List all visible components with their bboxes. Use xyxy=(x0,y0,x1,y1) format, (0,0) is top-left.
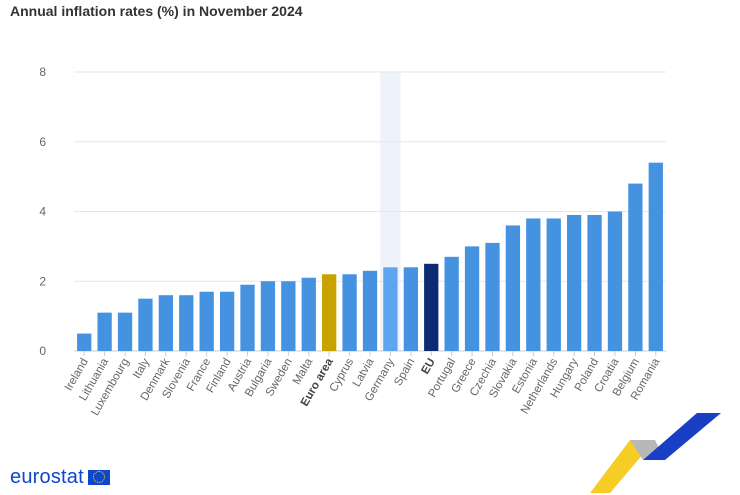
bar-germany[interactable] xyxy=(383,267,398,351)
bar-belgium[interactable] xyxy=(628,183,643,351)
x-tick-label-eu: EU xyxy=(419,357,437,377)
y-tick-label: 4 xyxy=(39,205,46,219)
bar-france[interactable] xyxy=(199,291,214,351)
bar-slovenia[interactable] xyxy=(179,295,194,351)
bar-austria[interactable] xyxy=(240,284,255,351)
bar-greece[interactable] xyxy=(464,246,480,351)
eu-flag-icon xyxy=(87,470,110,485)
x-tick-label-spain: Spain xyxy=(392,357,417,388)
eurostat-swoosh-icon xyxy=(590,413,721,493)
bar-italy[interactable] xyxy=(138,298,153,351)
bar-finland[interactable] xyxy=(219,291,235,351)
bar-layer xyxy=(77,162,663,352)
y-tick-label: 2 xyxy=(39,274,46,288)
bar-romania[interactable] xyxy=(648,162,663,351)
bar-sweden[interactable] xyxy=(281,281,296,351)
logo-text: eurostat xyxy=(10,466,84,488)
bar-eu[interactable] xyxy=(424,263,439,351)
bar-malta[interactable] xyxy=(301,277,316,351)
y-tick-label: 0 xyxy=(39,344,46,358)
bar-ireland[interactable] xyxy=(77,333,92,351)
bar-portugal[interactable] xyxy=(444,256,459,351)
y-tick-label: 8 xyxy=(39,65,46,79)
bar-euro-area[interactable] xyxy=(322,274,337,351)
bar-czechia[interactable] xyxy=(485,242,500,351)
bar-bulgaria[interactable] xyxy=(260,281,276,351)
bar-estonia[interactable] xyxy=(526,218,541,351)
y-tick-label: 6 xyxy=(39,135,46,149)
eurostat-logo: eurostat xyxy=(10,466,110,489)
bar-hungary[interactable] xyxy=(566,214,582,351)
bar-netherlands[interactable] xyxy=(546,218,561,351)
bar-denmark[interactable] xyxy=(158,295,174,351)
chart-title: Annual inflation rates (%) in November 2… xyxy=(10,3,303,19)
bar-spain[interactable] xyxy=(403,267,418,351)
bar-croatia[interactable] xyxy=(607,211,623,352)
bar-poland[interactable] xyxy=(587,214,602,351)
x-tick-label-italy: Italy xyxy=(131,356,152,380)
bar-slovakia[interactable] xyxy=(505,225,521,351)
bar-luxembourg[interactable] xyxy=(117,312,133,351)
bar-latvia[interactable] xyxy=(362,270,378,351)
bar-lithuania[interactable] xyxy=(97,312,112,351)
bar-cyprus[interactable] xyxy=(342,274,357,351)
